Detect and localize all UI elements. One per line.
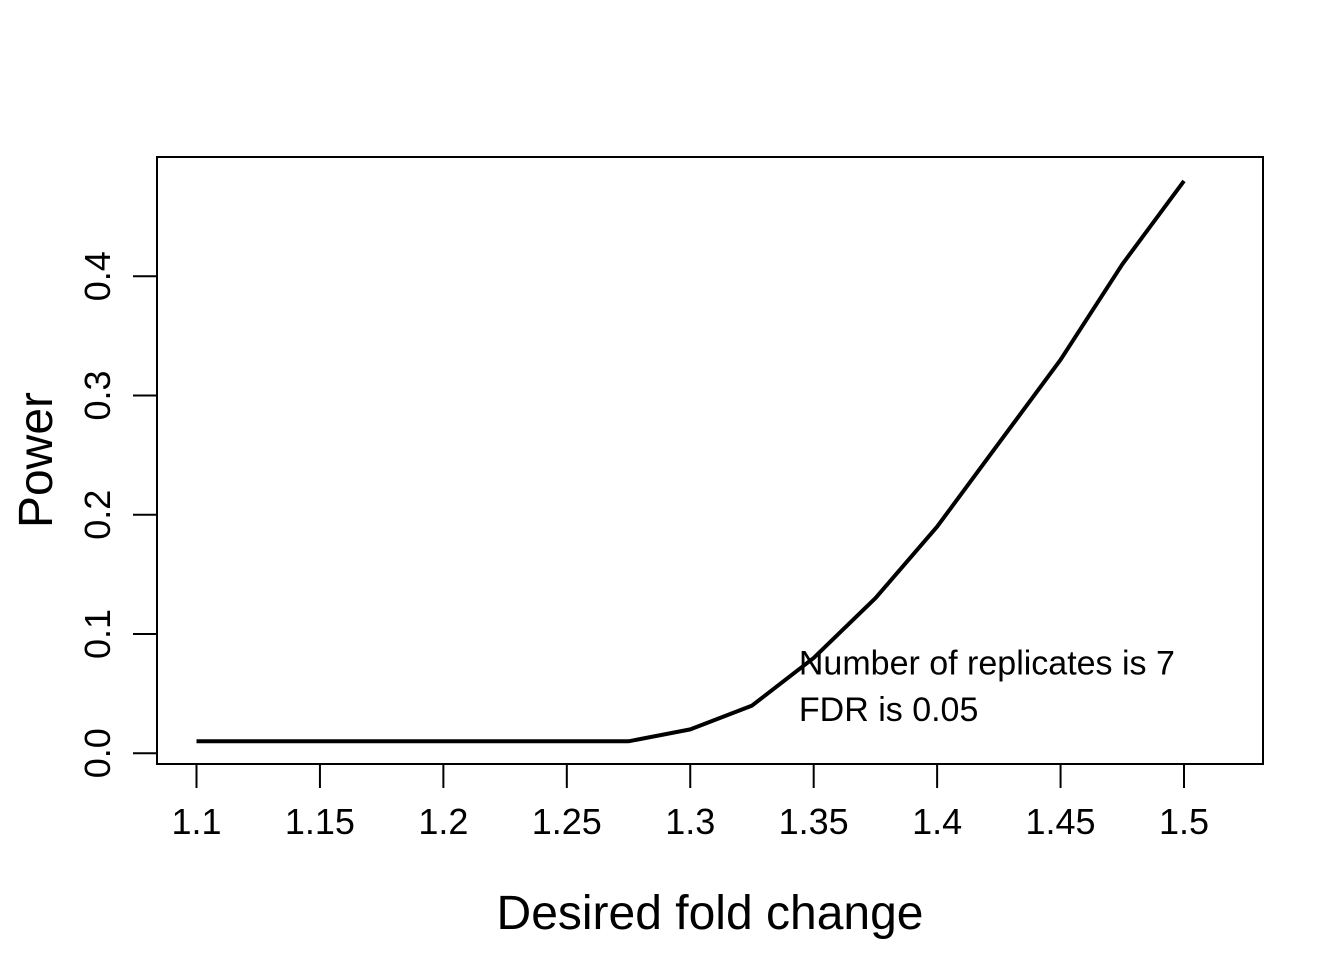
y-tick-label: 0.4 bbox=[77, 251, 118, 301]
x-tick-label: 1.25 bbox=[532, 801, 602, 842]
x-axis: 1.1 1.15 1.2 1.25 1.3 1.35 1.4 1.45 1.5 bbox=[171, 763, 1209, 842]
annotation-text: Number of replicates is 7 bbox=[799, 645, 1175, 683]
x-tick-label: 1.35 bbox=[779, 801, 849, 842]
y-axis: 0.0 0.1 0.2 0.3 0.4 bbox=[77, 251, 158, 778]
x-tick-label: 1.3 bbox=[665, 801, 715, 842]
series-group bbox=[196, 179, 1186, 744]
annotations: Number of replicates is 7 FDR is 0.05 bbox=[799, 645, 1175, 730]
x-tick-label: 1.4 bbox=[912, 801, 962, 842]
y-tick-label: 0.1 bbox=[77, 609, 118, 659]
x-axis-title: Desired fold change bbox=[497, 887, 924, 940]
y-axis-title: Power bbox=[10, 392, 63, 528]
x-tick-label: 1.5 bbox=[1159, 801, 1209, 842]
y-tick-label: 0.0 bbox=[77, 728, 118, 778]
x-tick-label: 1.2 bbox=[418, 801, 468, 842]
y-tick-label: 0.2 bbox=[77, 490, 118, 540]
annotation-text: FDR is 0.05 bbox=[799, 691, 979, 729]
series-line bbox=[196, 179, 1186, 744]
x-tick-label: 1.45 bbox=[1026, 801, 1096, 842]
y-tick-label: 0.3 bbox=[77, 370, 118, 420]
x-tick-label: 1.15 bbox=[285, 801, 355, 842]
x-tick-label: 1.1 bbox=[171, 801, 221, 842]
